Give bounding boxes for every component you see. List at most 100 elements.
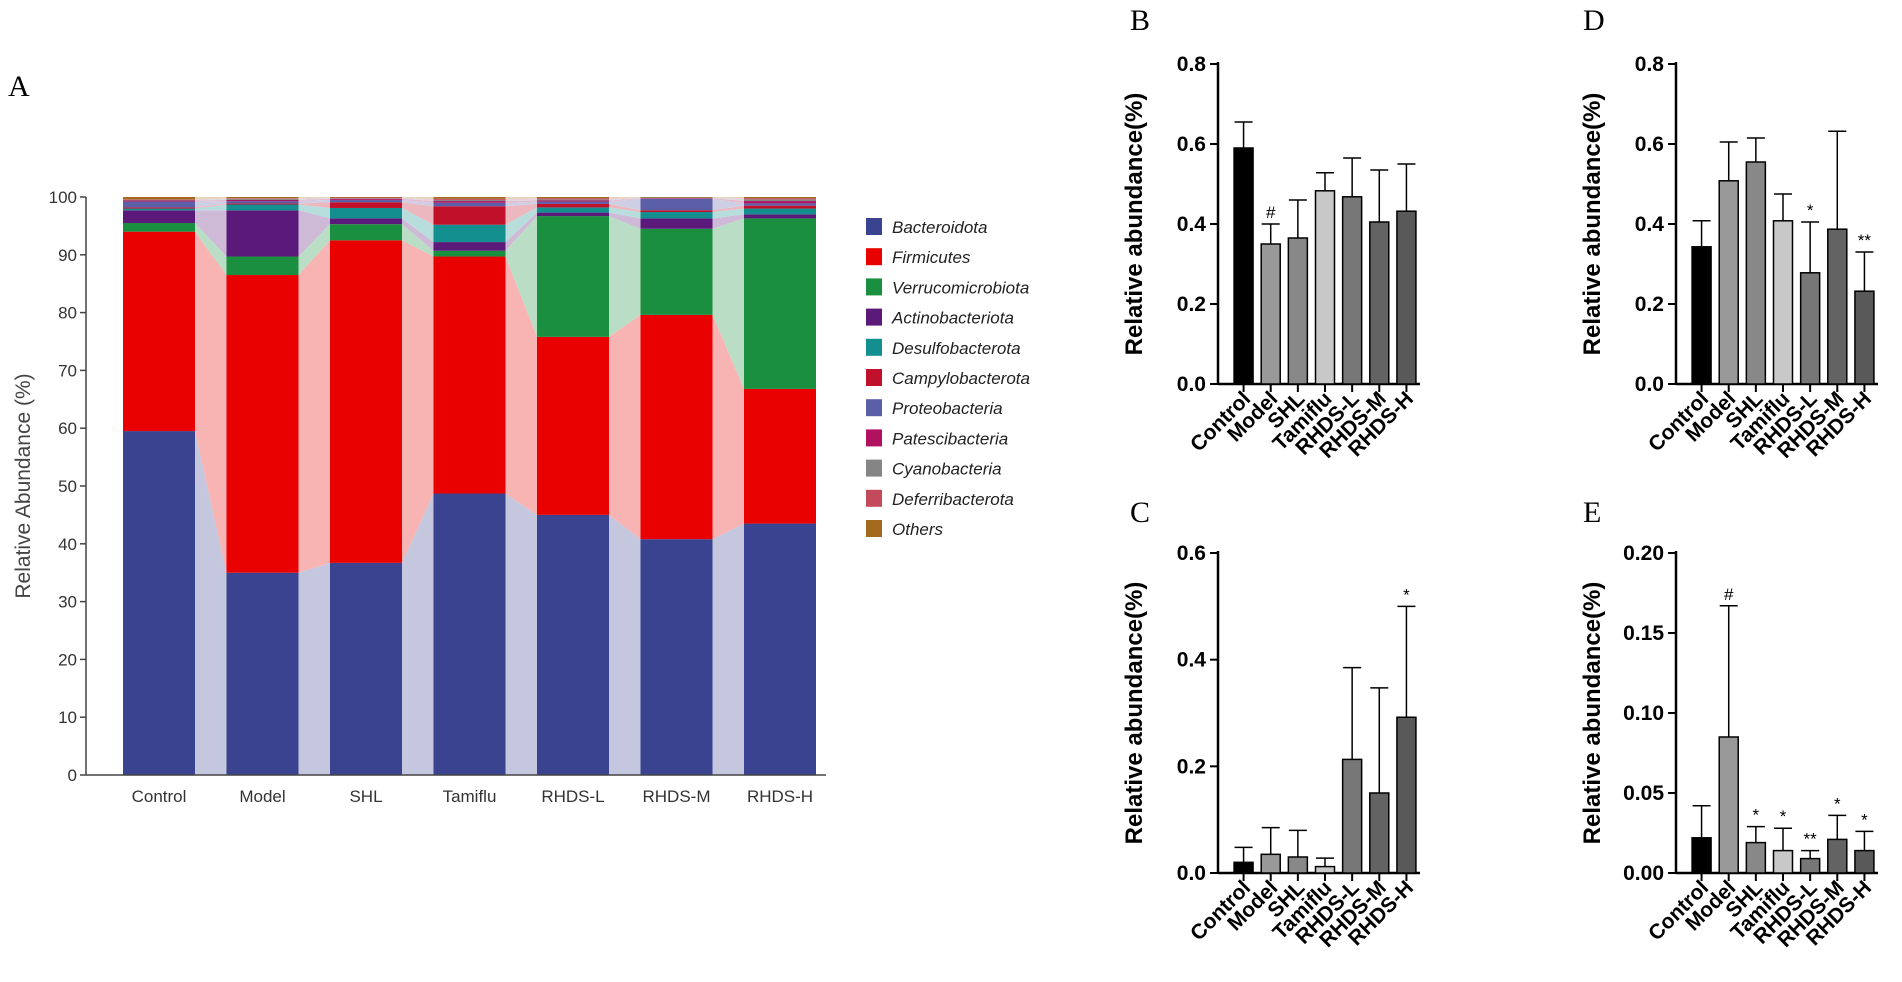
flow-band-cyanobacteria-rhds-l bbox=[609, 197, 641, 201]
y-tick-label: 90 bbox=[58, 246, 77, 265]
bar-segment-campylobacterota-tamiflu bbox=[433, 206, 506, 225]
flow-band-actinobacteriota-control bbox=[195, 210, 227, 257]
flow-band-patescibacteria-shl bbox=[402, 198, 434, 203]
bar-control bbox=[1691, 246, 1712, 385]
y-tick-label: 20 bbox=[58, 650, 77, 669]
flow-band-verrucomicrobiota-model bbox=[298, 224, 330, 276]
legend-swatch-cyanobacteria bbox=[866, 459, 882, 477]
panel-letter-e: E bbox=[1583, 496, 1601, 529]
bar-segment-others-rhds-h bbox=[744, 197, 816, 199]
flow-band-actinobacteriota-rhds-m bbox=[712, 214, 744, 229]
bar-segment-desulfobacterota-model bbox=[226, 204, 299, 211]
bar-segment-actinobacteriota-rhds-m bbox=[640, 218, 713, 229]
bar-segment-actinobacteriota-rhds-l bbox=[537, 212, 609, 217]
flow-band-others-model bbox=[298, 197, 330, 199]
bar-segment-verrucomicrobiota-model bbox=[226, 256, 299, 276]
x-tick-label-rhds-m: RHDS-M bbox=[643, 787, 711, 806]
legend-label-bacteroidota: Bacteroidota bbox=[892, 218, 987, 237]
flow-band-cyanobacteria-control bbox=[195, 198, 227, 201]
flow-band-others-tamiflu bbox=[505, 197, 537, 199]
flow-band-others-control bbox=[195, 197, 227, 200]
bar-segment-patescibacteria-rhds-l bbox=[537, 200, 609, 202]
y-axis-title: Relative Abundance (%) bbox=[12, 373, 35, 598]
bar-segment-others-tamiflu bbox=[433, 197, 506, 199]
bar-segment-patescibacteria-rhds-m bbox=[640, 198, 713, 199]
legend-label-actinobacteriota: Actinobacteriota bbox=[891, 309, 1014, 328]
bar-segment-patescibacteria-rhds-h bbox=[744, 201, 816, 204]
bar-segment-deferribacterota-control bbox=[123, 199, 195, 200]
y-axis-title: Relative abundance(%) bbox=[1121, 582, 1148, 845]
significance-mark-shl: * bbox=[1753, 806, 1760, 825]
flow-band-campylobacterota-rhds-m bbox=[712, 205, 744, 213]
y-tick-label: 0.8 bbox=[1177, 53, 1207, 76]
bar-segment-firmicutes-rhds-m bbox=[640, 314, 713, 540]
flow-band-proteobacteria-rhds-m bbox=[712, 198, 744, 211]
bar-segment-cyanobacteria-tamiflu bbox=[433, 199, 506, 202]
flow-band-bacteroidota-rhds-m bbox=[712, 523, 744, 775]
bar-segment-bacteroidota-rhds-m bbox=[640, 539, 713, 775]
bar-control bbox=[1233, 147, 1254, 385]
bar-segment-proteobacteria-shl bbox=[330, 199, 402, 203]
flow-band-others-rhds-m bbox=[712, 197, 744, 199]
y-tick-label: 0 bbox=[68, 766, 77, 785]
flow-band-bacteroidota-shl bbox=[402, 493, 434, 775]
significance-mark-model: # bbox=[1724, 585, 1734, 604]
flow-band-actinobacteriota-tamiflu bbox=[505, 212, 537, 251]
flow-band-cyanobacteria-model bbox=[298, 198, 330, 200]
y-tick-label: 0.4 bbox=[1177, 649, 1207, 672]
flow-band-actinobacteriota-shl bbox=[402, 218, 434, 251]
flow-band-campylobacterota-model bbox=[298, 202, 330, 208]
flow-band-others-rhds-l bbox=[609, 197, 641, 199]
bar-segment-cyanobacteria-control bbox=[123, 199, 195, 201]
bar-segment-actinobacteriota-rhds-h bbox=[744, 214, 816, 219]
bar-shl bbox=[1745, 161, 1767, 385]
bar-segment-verrucomicrobiota-control bbox=[123, 223, 195, 232]
bar-segment-others-control bbox=[123, 197, 195, 200]
flow-band-firmicutes-rhds-m bbox=[712, 314, 744, 540]
bar-segment-firmicutes-model bbox=[226, 275, 299, 573]
legend-swatch-proteobacteria bbox=[866, 399, 882, 417]
bar-rhds-l bbox=[1799, 272, 1821, 385]
y-tick-label: 0.15 bbox=[1623, 622, 1664, 645]
legend-swatch-verrucomicrobiota bbox=[866, 278, 882, 296]
bar-segment-verrucomicrobiota-rhds-h bbox=[744, 218, 816, 389]
panel-letter-a: A bbox=[8, 70, 30, 103]
bar-segment-campylobacterota-model bbox=[226, 203, 299, 205]
legend-swatch-patescibacteria bbox=[866, 429, 882, 447]
flow-band-proteobacteria-rhds-l bbox=[609, 198, 641, 211]
flow-band-desulfobacterota-model bbox=[298, 204, 330, 219]
bar-tamiflu bbox=[1772, 220, 1794, 385]
stacked-bars bbox=[123, 197, 816, 775]
bar-segment-bacteroidota-shl bbox=[330, 562, 402, 775]
bar-segment-actinobacteriota-model bbox=[226, 210, 299, 257]
bar-rhds-m bbox=[1827, 228, 1848, 385]
legend-label-cyanobacteria: Cyanobacteria bbox=[892, 460, 1002, 479]
bar-shl bbox=[1287, 856, 1309, 874]
bar-segment-cyanobacteria-rhds-h bbox=[744, 199, 816, 202]
legend-swatch-campylobacterota bbox=[866, 369, 882, 386]
flow-band-firmicutes-rhds-l bbox=[609, 314, 641, 540]
y-tick-label: 40 bbox=[58, 535, 77, 554]
x-tick-label-control: Control bbox=[132, 787, 187, 806]
flow-band-firmicutes-shl bbox=[402, 240, 434, 563]
flow-band-cyanobacteria-shl bbox=[402, 198, 434, 202]
flow-band-verrucomicrobiota-control bbox=[195, 223, 227, 276]
bar-rhds-m bbox=[1369, 792, 1390, 874]
bar-segment-desulfobacterota-shl bbox=[330, 207, 402, 219]
panel-letter-b: B bbox=[1130, 4, 1150, 37]
bar-segment-proteobacteria-rhds-h bbox=[744, 203, 816, 206]
bar-segment-verrucomicrobiota-tamiflu bbox=[433, 250, 506, 257]
y-tick-label: 0.2 bbox=[1635, 293, 1664, 316]
bar-control bbox=[1691, 837, 1712, 874]
bar-tamiflu bbox=[1314, 190, 1336, 385]
bar-segment-bacteroidota-rhds-h bbox=[744, 523, 816, 775]
x-tick-label-rhds-h: RHDS-H bbox=[747, 787, 813, 806]
y-tick-label: 10 bbox=[58, 708, 77, 727]
bar-segment-campylobacterota-control bbox=[123, 207, 195, 209]
y-tick-label: 0.8 bbox=[1635, 53, 1665, 76]
y-axis-title: Relative abundance(%) bbox=[1121, 93, 1148, 356]
y-tick-label: 0.0 bbox=[1177, 373, 1206, 396]
bar-segment-cyanobacteria-rhds-l bbox=[537, 199, 609, 201]
y-tick-label: 70 bbox=[58, 361, 77, 380]
flow-band-deferribacterota-tamiflu bbox=[505, 198, 537, 200]
